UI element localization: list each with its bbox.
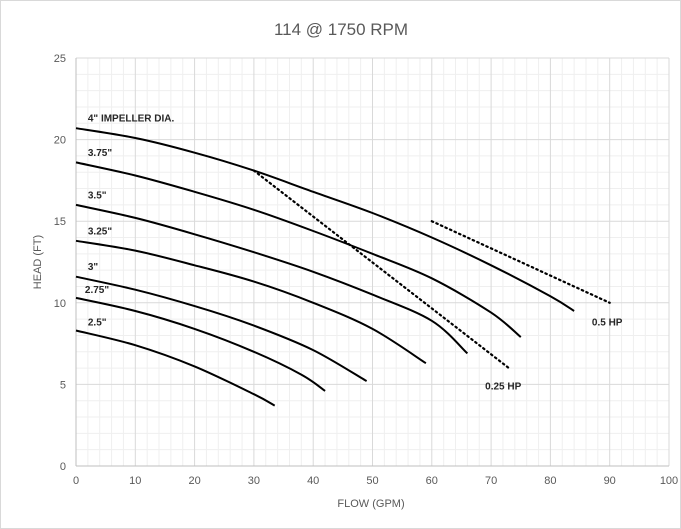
curve-label: 3.25"	[88, 226, 112, 237]
impeller-curve	[75, 127, 575, 312]
impeller-curve	[75, 161, 522, 338]
x-tick-label: 20	[188, 475, 200, 487]
x-tick-label: 50	[366, 475, 378, 487]
curve-label: 0.25 HP	[485, 381, 521, 392]
impeller-curve	[75, 275, 368, 382]
x-tick-label: 90	[604, 475, 616, 487]
x-tick-label: 70	[485, 475, 497, 487]
curve-label: 4" IMPELLER DIA.	[88, 114, 175, 125]
y-tick-label: 20	[54, 135, 66, 147]
x-tick-label: 60	[426, 475, 438, 487]
impeller-curve	[75, 329, 276, 407]
impeller-curve	[75, 296, 326, 392]
curve-label: 3"	[88, 262, 99, 273]
axes: 0 10 20 30 40 50 60 70 80 90 100 0 5 10 15 20 25	[54, 53, 678, 487]
x-tick-label: 10	[129, 475, 141, 487]
y-tick-label: 5	[60, 379, 66, 391]
chart-title: 114 @ 1750 RPM	[274, 20, 408, 39]
impeller-curve	[75, 203, 469, 355]
impeller-curve	[75, 239, 427, 365]
y-tick-label: 25	[54, 53, 66, 65]
y-axis-label: HEAD (FT)	[32, 235, 44, 289]
x-tick-label: 0	[73, 475, 79, 487]
x-tick-label: 30	[248, 475, 260, 487]
curve-label: 2.75"	[85, 285, 109, 296]
y-tick-label: 15	[54, 216, 66, 228]
y-tick-label: 10	[54, 298, 66, 310]
curve-label: 3.5"	[88, 190, 107, 201]
x-tick-label: 80	[544, 475, 556, 487]
curve-labels: 4" IMPELLER DIA. 3.75" 3.5" 3.25" 3" 2.75" 2.5…	[85, 114, 623, 393]
series-group	[75, 127, 611, 407]
x-tick-label: 40	[307, 475, 319, 487]
curve-label: 0.5 HP	[592, 318, 623, 329]
x-tick-label: 100	[660, 475, 678, 487]
power-limit-line	[430, 220, 611, 304]
curve-label: 3.75"	[88, 148, 112, 159]
x-axis-label: FLOW (GPM)	[337, 498, 404, 510]
y-tick-label: 0	[60, 461, 66, 473]
curve-label: 2.5"	[88, 318, 107, 329]
power-limit-line	[252, 169, 510, 370]
